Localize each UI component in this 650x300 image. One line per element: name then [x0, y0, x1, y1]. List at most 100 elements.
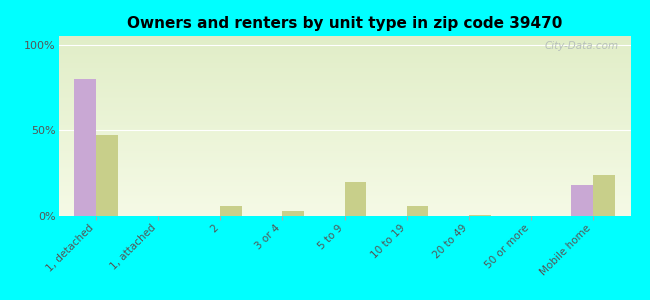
Bar [58, 91, 630, 92]
Bar [58, 123, 630, 124]
Bar [58, 165, 630, 166]
Bar [58, 198, 630, 199]
Bar [58, 104, 630, 105]
Bar [58, 46, 630, 47]
Bar [58, 58, 630, 59]
Bar [58, 102, 630, 103]
Bar [282, 211, 304, 216]
Bar [58, 121, 630, 122]
Bar [58, 51, 630, 52]
Bar [58, 54, 630, 55]
Bar [58, 44, 630, 45]
Bar [58, 208, 630, 209]
Bar [58, 85, 630, 86]
Bar [58, 148, 630, 149]
Bar [58, 114, 630, 115]
Bar [58, 75, 630, 76]
Bar [58, 153, 630, 154]
Bar [58, 132, 630, 133]
Bar [58, 36, 630, 37]
Bar [58, 82, 630, 83]
Bar [58, 71, 630, 72]
Bar [58, 125, 630, 126]
Bar [571, 185, 593, 216]
Bar [58, 189, 630, 190]
Bar [58, 160, 630, 161]
Bar [58, 174, 630, 175]
Bar [58, 152, 630, 153]
Bar [469, 215, 491, 216]
Bar [58, 199, 630, 200]
Bar [58, 170, 630, 171]
Bar [58, 98, 630, 99]
Bar [58, 107, 630, 108]
Bar [58, 119, 630, 120]
Bar [58, 50, 630, 51]
Bar [58, 129, 630, 130]
Bar [58, 77, 630, 78]
Bar [58, 143, 630, 144]
Bar [58, 76, 630, 77]
Bar [58, 66, 630, 67]
Bar [58, 80, 630, 81]
Bar [58, 213, 630, 214]
Bar [58, 186, 630, 187]
Bar [58, 52, 630, 53]
Bar [58, 136, 630, 137]
Bar [58, 147, 630, 148]
Bar [58, 68, 630, 69]
Title: Owners and renters by unit type in zip code 39470: Owners and renters by unit type in zip c… [127, 16, 562, 31]
Bar [58, 79, 630, 80]
Bar [58, 99, 630, 100]
Bar [58, 175, 630, 176]
Bar [58, 45, 630, 46]
Bar [58, 112, 630, 113]
Bar [58, 214, 630, 215]
Bar [58, 173, 630, 174]
Bar [58, 206, 630, 207]
Bar [58, 93, 630, 94]
Bar [58, 142, 630, 143]
Bar [58, 185, 630, 186]
Bar [58, 154, 630, 155]
Bar [58, 84, 630, 85]
Bar [58, 180, 630, 181]
Bar [58, 49, 630, 50]
Bar [58, 161, 630, 162]
Bar [58, 86, 630, 87]
Bar [58, 192, 630, 193]
Bar [58, 100, 630, 101]
Bar [58, 210, 630, 211]
Bar [58, 69, 630, 70]
Bar [58, 215, 630, 216]
Bar [58, 197, 630, 198]
Bar [58, 101, 630, 102]
Bar [58, 201, 630, 202]
Bar [58, 108, 630, 109]
Bar [58, 118, 630, 119]
Bar [58, 141, 630, 142]
Bar [58, 122, 630, 123]
Bar [58, 145, 630, 146]
Bar [58, 138, 630, 139]
Bar [58, 135, 630, 136]
Bar [58, 183, 630, 184]
Bar [58, 81, 630, 82]
Bar [58, 202, 630, 203]
Bar [58, 134, 630, 135]
Bar [58, 168, 630, 169]
Bar [58, 87, 630, 88]
Bar [58, 171, 630, 172]
Bar [58, 97, 630, 98]
Bar [58, 167, 630, 168]
Bar [58, 146, 630, 147]
Bar [58, 149, 630, 150]
Bar [58, 64, 630, 65]
Bar [58, 187, 630, 188]
Bar [58, 205, 630, 206]
Bar [58, 63, 630, 64]
Bar [58, 163, 630, 164]
Bar [58, 109, 630, 110]
Bar [58, 200, 630, 201]
Bar [58, 191, 630, 192]
